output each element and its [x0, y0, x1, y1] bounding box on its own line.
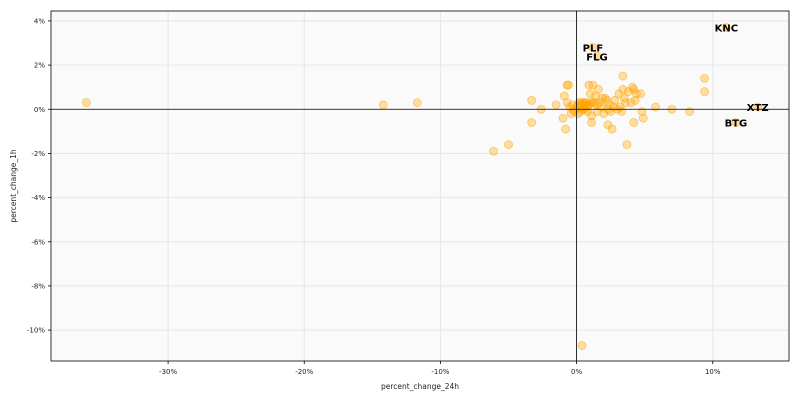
- y-tick-labels: 4% 2% 0% -2% -4% -6% -8% -10%: [27, 17, 51, 335]
- data-point: [622, 140, 632, 149]
- data-point: [588, 43, 598, 52]
- point-label-plf: PLF: [583, 43, 604, 54]
- x-tick-labels: -30% -20% -10% 0% 10%: [159, 361, 721, 376]
- data-point: [636, 89, 645, 99]
- data-point: [378, 100, 388, 110]
- data-point: [564, 80, 573, 90]
- point-label-flg: FLG: [586, 52, 607, 63]
- data-point: [489, 146, 498, 156]
- data-point: [617, 107, 626, 116]
- data-point: [593, 84, 603, 94]
- data-point: [577, 341, 587, 350]
- data-point: [700, 73, 709, 83]
- data-point: [558, 113, 568, 123]
- y-tick-label: -2%: [31, 150, 45, 158]
- data-point: [551, 100, 561, 110]
- plot-background: [51, 11, 789, 361]
- data-point: [82, 98, 91, 108]
- data-point: [700, 87, 709, 96]
- y-tick-label: 0%: [34, 106, 45, 114]
- data-point: [562, 98, 572, 108]
- y-tick-label: -10%: [27, 327, 45, 335]
- data-point: [626, 98, 636, 108]
- data-point: [610, 96, 620, 105]
- y-tick-label: 4%: [34, 17, 45, 25]
- data-point: [630, 96, 640, 105]
- data-point: [412, 98, 422, 108]
- point-label-xtz: XTZ: [747, 103, 769, 114]
- data-point: [591, 91, 601, 101]
- data-point: [598, 93, 607, 103]
- y-tick-label: -4%: [31, 194, 45, 202]
- data-point: [685, 107, 695, 116]
- data-point: [618, 71, 628, 81]
- x-tick-label: 0%: [571, 368, 582, 376]
- data-point: [559, 91, 569, 101]
- y-tick-label: 2%: [34, 62, 45, 70]
- data-point: [721, 23, 731, 32]
- reference-lines: [51, 11, 789, 361]
- point-label-knc: KNC: [715, 24, 738, 35]
- data-point: [504, 140, 513, 149]
- data-point: [607, 124, 617, 134]
- x-axis-title: percent_change_24h: [381, 382, 459, 391]
- data-point: [618, 84, 628, 94]
- data-point: [527, 96, 537, 105]
- data-point: [592, 51, 602, 61]
- plot-frame: [50, 10, 790, 362]
- data-point: [638, 113, 648, 123]
- data-point: [651, 102, 660, 112]
- grid-lines: [51, 11, 789, 361]
- y-tick-label: -6%: [31, 238, 45, 246]
- data-point: [629, 84, 639, 94]
- y-tick-label: -8%: [31, 282, 45, 290]
- point-label-btg: BTG: [725, 119, 748, 130]
- x-tick-label: 10%: [705, 368, 721, 376]
- x-tick-label: -30%: [159, 368, 177, 376]
- data-point: [629, 118, 639, 127]
- data-point: [587, 118, 596, 127]
- y-axis-title: percent_change_1h: [9, 149, 18, 223]
- x-tick-label: -20%: [295, 368, 313, 376]
- data-point: [731, 118, 741, 127]
- x-tick-label: -10%: [431, 368, 449, 376]
- data-point: [527, 118, 537, 127]
- data-point: [561, 124, 571, 134]
- data-point: [585, 89, 595, 99]
